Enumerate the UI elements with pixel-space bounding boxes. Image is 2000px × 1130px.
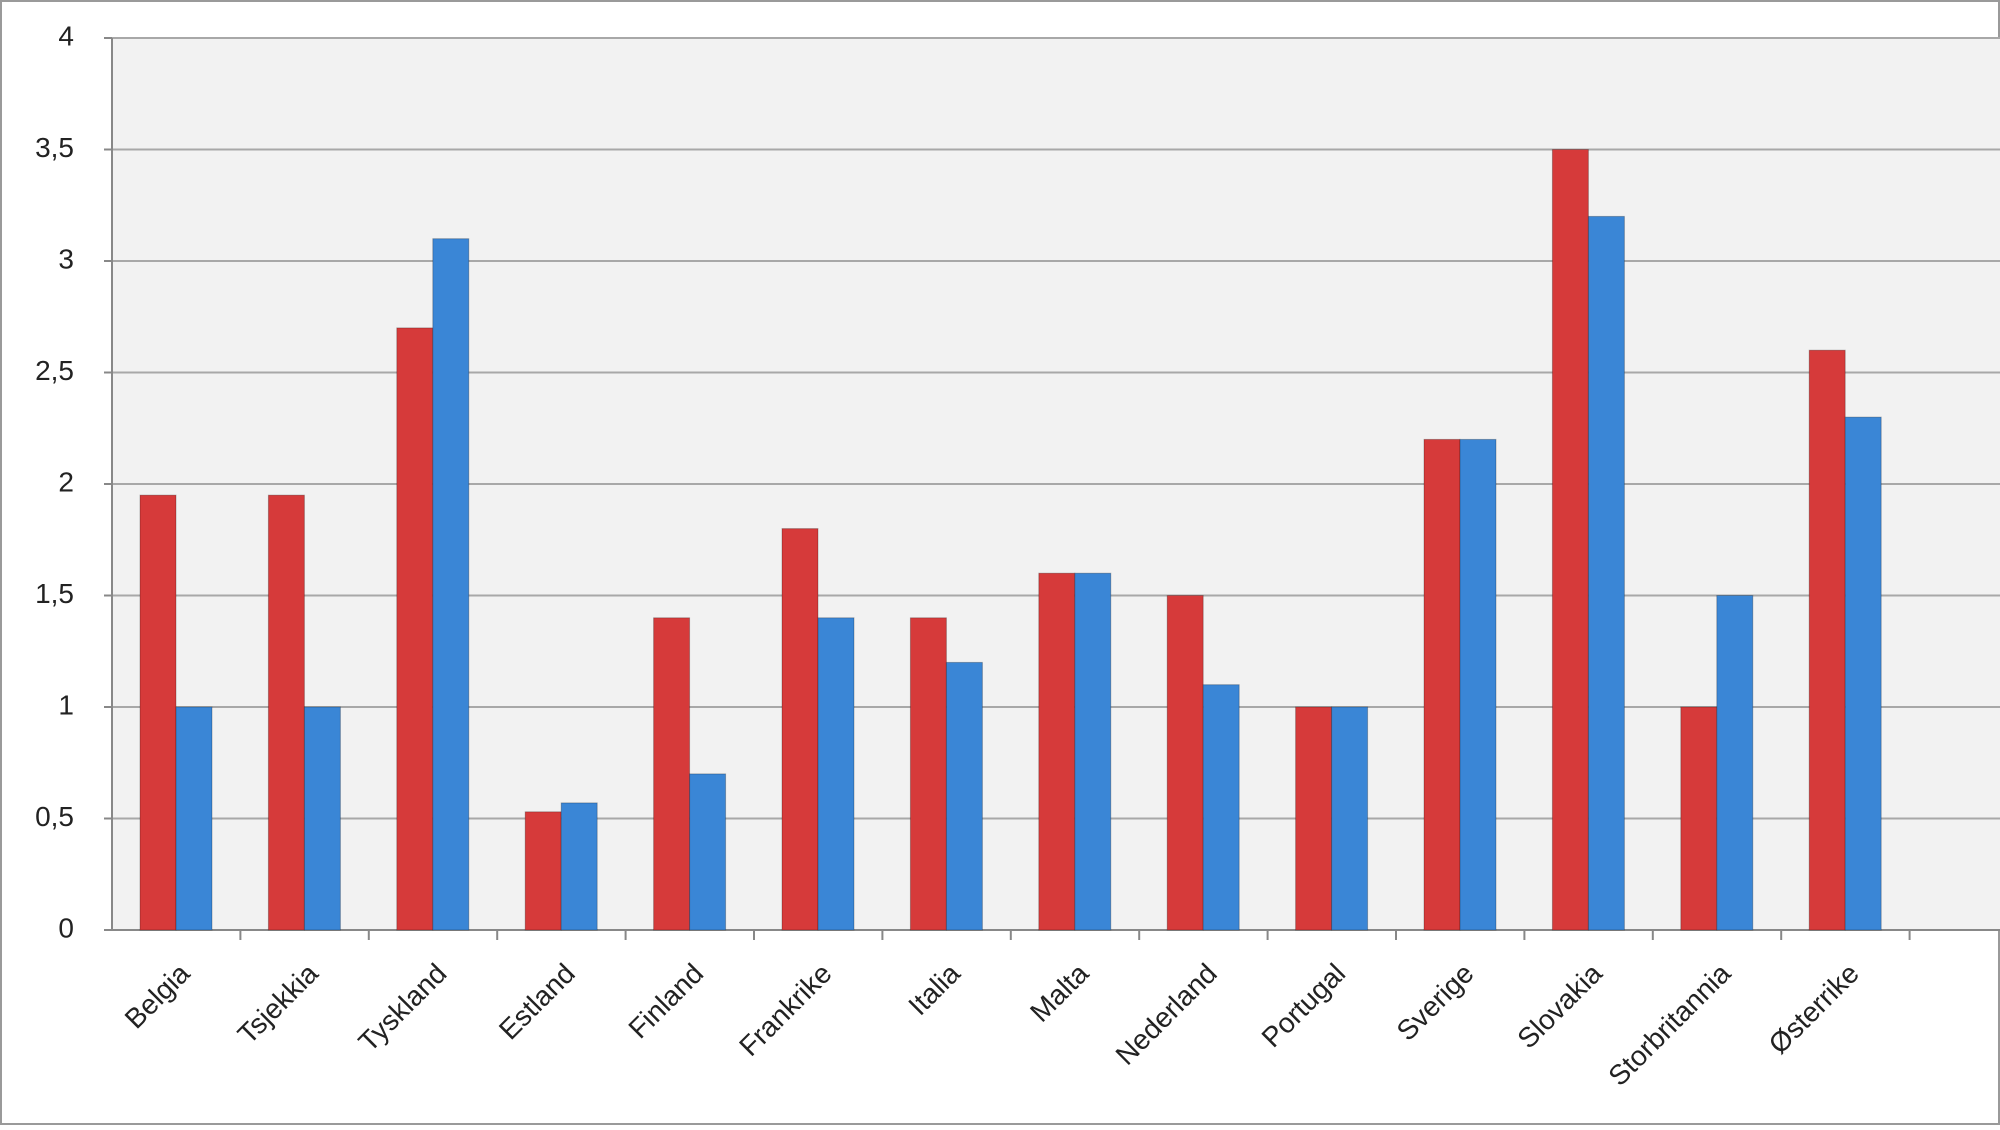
bar <box>1716 595 1754 931</box>
bar <box>1844 416 1882 931</box>
bar <box>267 494 305 931</box>
y-tick-label: 0 <box>58 912 74 943</box>
bar <box>781 528 819 931</box>
bar <box>1459 438 1497 931</box>
bar <box>139 494 177 931</box>
bar <box>1331 706 1369 931</box>
bar <box>1680 706 1718 931</box>
y-tick-label: 2 <box>58 466 74 497</box>
bar <box>689 773 727 931</box>
bar <box>1808 349 1846 931</box>
bar <box>817 617 855 931</box>
bar <box>1038 572 1076 931</box>
y-tick-label: 2,5 <box>35 355 74 386</box>
y-tick-label: 4 <box>58 20 74 51</box>
bar <box>524 811 562 931</box>
bar <box>653 617 691 931</box>
bar <box>1423 438 1461 931</box>
bar <box>396 327 434 931</box>
bar <box>945 661 983 931</box>
bar <box>1202 684 1240 931</box>
bar <box>1166 595 1204 931</box>
bar <box>175 706 213 931</box>
bar <box>1587 215 1625 931</box>
bar <box>303 706 341 931</box>
bar <box>1074 572 1112 931</box>
y-tick-label: 3 <box>58 243 74 274</box>
bar <box>1295 706 1333 931</box>
bar <box>1551 149 1589 931</box>
bar <box>432 238 470 931</box>
y-tick-label: 3,5 <box>35 132 74 163</box>
bar <box>909 617 947 931</box>
y-tick-label: 1 <box>58 689 74 720</box>
y-tick-label: 1,5 <box>35 578 74 609</box>
y-tick-label: 0,5 <box>35 801 74 832</box>
bar <box>560 802 598 931</box>
